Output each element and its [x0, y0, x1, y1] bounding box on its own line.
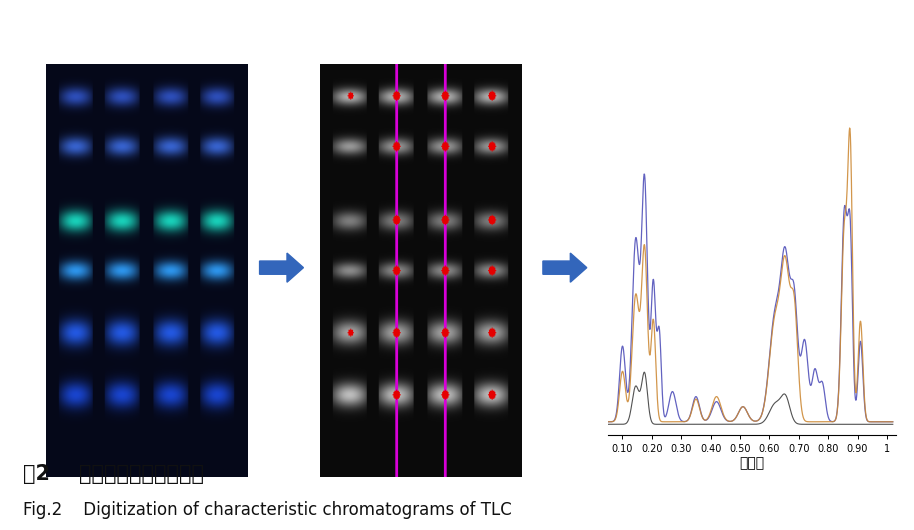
- Text: Fig.2    Digitization of characteristic chromatograms of TLC: Fig.2 Digitization of characteristic chr…: [23, 501, 512, 519]
- X-axis label: 比移值: 比移值: [739, 456, 764, 471]
- Text: 图2    薄层特征图谱的数字化: 图2 薄层特征图谱的数字化: [23, 464, 204, 484]
